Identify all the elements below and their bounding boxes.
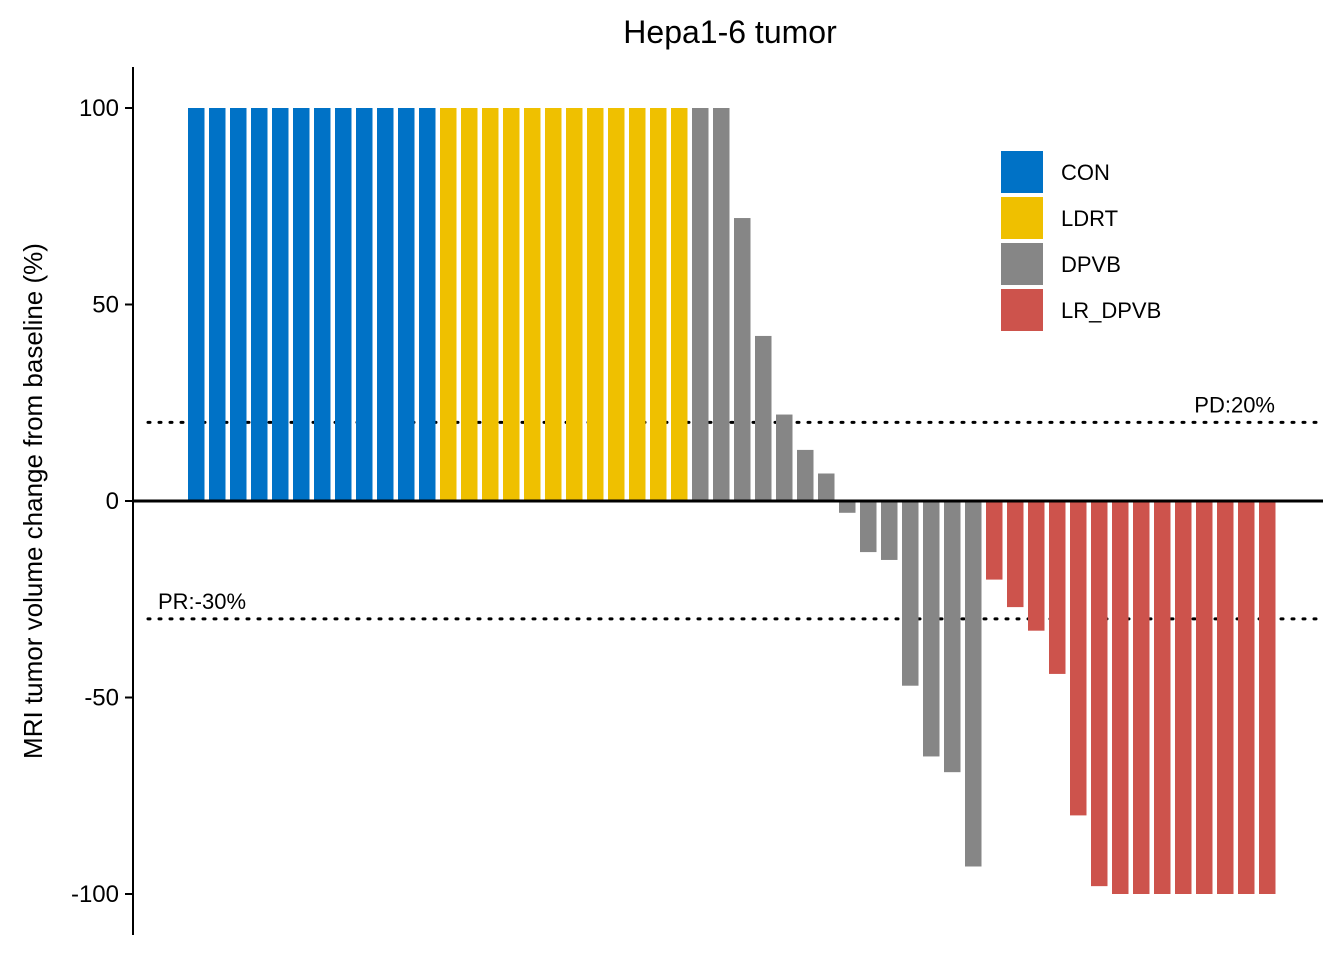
reference-line-label: PD:20% <box>1194 392 1275 417</box>
bar <box>230 108 247 501</box>
y-tick-label: 0 <box>106 488 119 515</box>
bar <box>398 108 415 501</box>
bar <box>566 108 583 501</box>
bar <box>797 449 814 501</box>
bar <box>1028 501 1045 631</box>
bars <box>188 108 1276 894</box>
bar <box>1091 501 1108 887</box>
bar <box>419 108 436 501</box>
bar <box>293 108 310 501</box>
bar <box>776 414 793 501</box>
bar <box>923 501 940 757</box>
bar <box>1070 501 1087 816</box>
bar <box>440 108 457 501</box>
bar <box>881 501 898 560</box>
bar <box>1196 501 1213 894</box>
bar <box>545 108 562 501</box>
bar <box>1112 501 1129 894</box>
bar <box>965 501 982 867</box>
bar <box>1259 501 1276 894</box>
bar <box>251 108 268 501</box>
legend-label: LR_DPVB <box>1061 298 1161 323</box>
bar <box>356 108 373 501</box>
legend-key <box>1001 151 1043 193</box>
bar <box>671 108 688 501</box>
bar <box>188 108 205 501</box>
y-axis-label: MRI tumor volume change from baseline (%… <box>18 243 48 759</box>
bar <box>377 108 394 501</box>
y-axis: 100 50 0 -50 -100 <box>71 67 134 935</box>
bar <box>587 108 604 501</box>
legend-label: DPVB <box>1061 252 1121 277</box>
y-tick-label: 100 <box>79 95 119 122</box>
y-tick-label: -50 <box>84 685 119 712</box>
bar <box>1007 501 1024 608</box>
bar <box>1049 501 1066 674</box>
bar <box>1133 501 1150 894</box>
bar <box>1175 501 1192 894</box>
bar <box>1154 501 1171 894</box>
bar <box>209 108 226 501</box>
bar <box>482 108 499 501</box>
bar <box>818 473 835 501</box>
legend-key <box>1001 289 1043 331</box>
legend-key <box>1001 243 1043 285</box>
bar <box>692 108 709 501</box>
legend: CON LDRT DPVB LR_DPVB <box>1001 151 1161 331</box>
bar <box>1217 501 1234 894</box>
legend-label: LDRT <box>1061 206 1118 231</box>
legend-label: CON <box>1061 160 1110 185</box>
bar <box>902 501 919 686</box>
bar <box>503 108 520 501</box>
bar <box>986 501 1003 580</box>
bar <box>650 108 667 501</box>
legend-key <box>1001 197 1043 239</box>
bar <box>944 501 961 773</box>
bar <box>755 335 772 501</box>
bar <box>335 108 352 501</box>
bar <box>608 108 625 501</box>
chart-title: Hepa1-6 tumor <box>623 14 837 50</box>
bar <box>839 501 856 513</box>
y-tick-label: -100 <box>71 881 119 908</box>
bar <box>860 501 877 553</box>
bar <box>713 108 730 501</box>
bar <box>629 108 646 501</box>
bar <box>314 108 331 501</box>
bar <box>272 108 289 501</box>
reference-line-label: PR:-30% <box>158 589 246 614</box>
bar <box>1238 501 1255 894</box>
bar <box>524 108 541 501</box>
bar <box>461 108 478 501</box>
y-tick-label: 50 <box>92 292 119 319</box>
bar <box>734 218 751 502</box>
